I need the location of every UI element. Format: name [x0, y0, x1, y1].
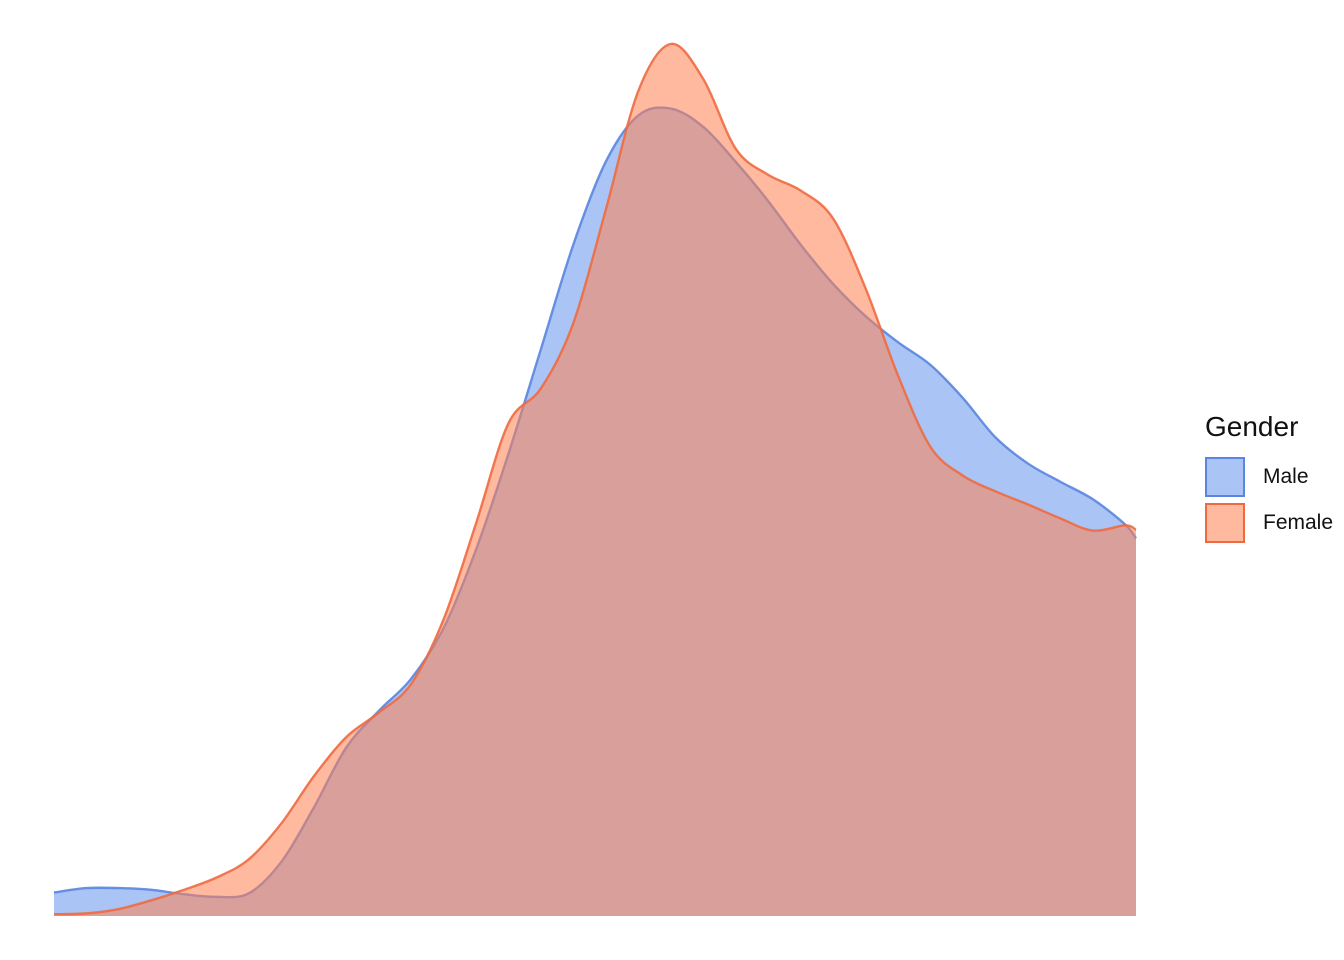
- density-series-layer: [53, 42, 1137, 916]
- legend-label-male: Male: [1263, 465, 1309, 488]
- legend-key-female: [1205, 503, 1245, 543]
- density-area-female: [54, 43, 1136, 916]
- legend: Gender Male Female: [1205, 410, 1333, 546]
- legend-label-female: Female: [1263, 511, 1334, 534]
- legend-item-female: Female: [1205, 500, 1333, 546]
- density-line-female: [53, 42, 1137, 916]
- legend-key-male: [1205, 457, 1245, 497]
- legend-title: Gender: [1205, 411, 1299, 442]
- legend-item-male: Male: [1205, 454, 1333, 500]
